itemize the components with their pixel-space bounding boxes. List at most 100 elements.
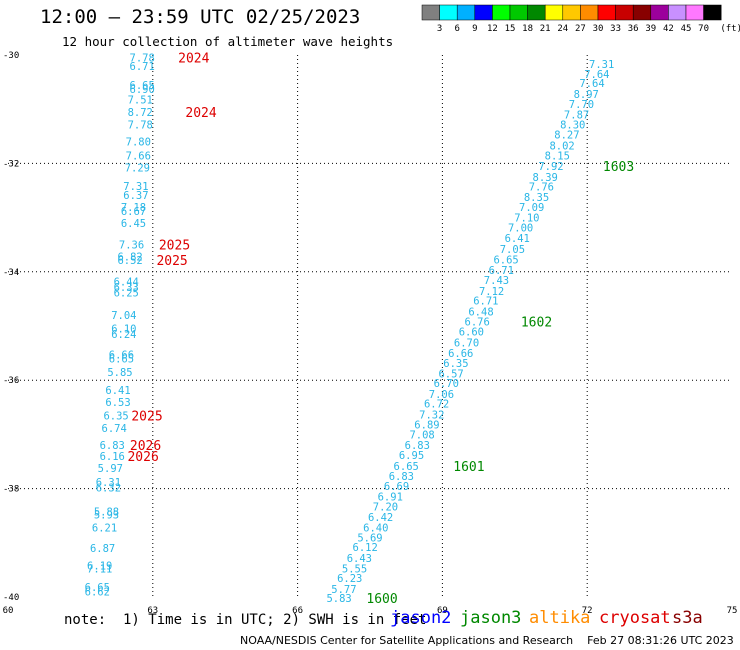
- time-annotation: 1603: [603, 160, 634, 175]
- data-point-label: 8.39: [533, 172, 558, 184]
- data-point-label: 7.76: [529, 182, 554, 194]
- data-point-label: 6.70: [434, 378, 459, 390]
- data-point-label: 5.85: [107, 367, 132, 379]
- y-tick-label: -32: [3, 159, 19, 169]
- data-point-label: 6.74: [102, 423, 127, 435]
- data-point-label: 6.12: [353, 542, 378, 554]
- data-point-label: 5.77: [331, 584, 356, 596]
- x-tick-label: 75: [727, 606, 738, 616]
- data-point-label: 6.87: [90, 543, 115, 555]
- data-point-label: 7.10: [514, 213, 539, 225]
- data-point-label: 8.72: [128, 107, 153, 119]
- data-point-label: 7.11: [87, 563, 112, 575]
- colorbar-tick-label: 9: [472, 24, 477, 34]
- data-point-label: 6.41: [105, 385, 130, 397]
- data-point-label: 6.76: [465, 317, 490, 329]
- data-point-label: 6.44: [114, 277, 139, 289]
- colorbar-tick-label: 24: [557, 24, 568, 34]
- colorbar-swatch: [544, 4, 564, 21]
- colorbar-tick-label: 21: [540, 24, 551, 34]
- data-point-label: 6.48: [468, 306, 493, 318]
- time-annotation: 2025: [156, 254, 187, 269]
- colorbar-tick-label: 42: [663, 24, 674, 34]
- data-point-label: 6.23: [337, 573, 362, 585]
- data-point-label: 7.29: [125, 163, 150, 175]
- data-point-label: 7.12: [479, 286, 504, 298]
- data-point-label: 7.80: [126, 137, 151, 149]
- time-annotation: 2026: [130, 439, 161, 454]
- y-tick-label: -38: [3, 485, 19, 495]
- data-point-label: 7.43: [484, 275, 509, 287]
- time-annotation: 2024: [185, 106, 216, 121]
- data-point-label: 7.31: [123, 181, 148, 193]
- data-point-label: 6.70: [454, 337, 479, 349]
- data-point-label: 6.90: [130, 84, 155, 96]
- y-tick-label: -40: [3, 593, 19, 603]
- data-point-label: 6.71: [130, 61, 155, 73]
- data-point-label: 6.82: [117, 252, 142, 264]
- data-point-label: 7.31: [589, 59, 614, 71]
- colorbar-tick-label: 70: [698, 24, 709, 34]
- colorbar-tick-label: 6: [454, 24, 459, 34]
- time-annotation: 2025: [159, 239, 190, 254]
- data-point-label: 7.18: [121, 202, 146, 214]
- credit-line: NOAA/NESDIS Center for Satellite Applica…: [240, 634, 734, 647]
- data-point-label: 5.69: [357, 532, 382, 544]
- data-point-label: 6.71: [473, 296, 498, 308]
- x-tick-label: 66: [292, 606, 303, 616]
- colorbar-swatch: [509, 4, 528, 21]
- colorbar-unit-label: (ft): [720, 24, 740, 34]
- satellite-altika-label: altika: [529, 608, 591, 628]
- colorbar-swatch: [703, 4, 722, 21]
- data-point-label: 6.65: [109, 354, 134, 366]
- x-tick-label: 63: [147, 606, 158, 616]
- data-point-label: 6.91: [378, 492, 403, 504]
- data-point-label: 7.51: [128, 94, 153, 106]
- page-subtitle: 12 hour collection of altimeter wave hei…: [62, 34, 394, 49]
- colorbar-tick-label: 27: [575, 24, 586, 34]
- data-point-label: 6.72: [424, 399, 449, 411]
- time-annotation: 1600: [366, 592, 397, 607]
- data-point-label: 6.25: [114, 287, 139, 299]
- colorbar-swatch: [421, 4, 440, 21]
- data-point-label: 6.45: [121, 218, 146, 230]
- colorbar-tick-label: 15: [505, 24, 516, 34]
- colorbar-swatch: [562, 4, 581, 21]
- data-point-label: 7.09: [519, 202, 544, 214]
- data-point-label: 6.41: [505, 233, 530, 245]
- data-point-label: 5.88: [94, 506, 119, 518]
- data-point-label: 6.43: [347, 553, 372, 565]
- data-point-label: 7.78: [128, 119, 153, 131]
- data-point-label: 6.71: [489, 265, 514, 277]
- data-point-label: 6.32: [96, 483, 121, 495]
- data-point-label: 6.35: [443, 358, 468, 370]
- data-point-label: 6.65: [85, 582, 110, 594]
- data-point-label: 6.69: [384, 481, 409, 493]
- colorbar-tick-label: 30: [593, 24, 604, 34]
- y-tick-label: -36: [3, 376, 19, 386]
- data-point-label: 6.10: [111, 324, 136, 336]
- data-point-label: 7.05: [500, 244, 525, 256]
- data-point-label: 5.97: [98, 463, 123, 475]
- x-tick-label: 69: [437, 606, 448, 616]
- data-point-label: 8.35: [524, 192, 549, 204]
- colorbar-swatch: [632, 4, 652, 21]
- data-point-label: 6.35: [103, 410, 128, 422]
- data-point-label: 5.83: [326, 593, 351, 605]
- data-point-label: 6.24: [111, 329, 136, 341]
- data-point-label: 6.83: [405, 440, 430, 452]
- data-point-label: 5.55: [342, 563, 367, 575]
- colorbar-tick-label: 18: [522, 24, 533, 34]
- data-point-label: 6.66: [448, 348, 473, 360]
- colorbar-swatch: [456, 4, 476, 21]
- page-title: 12:00 – 23:59 UTC 02/25/2023: [40, 6, 361, 28]
- data-point-label: 7.20: [373, 501, 398, 513]
- data-point-label: 7.92: [538, 161, 563, 173]
- data-point-label: 7.64: [584, 69, 609, 81]
- colorbar-swatch: [527, 4, 546, 21]
- data-point-label: 6.33: [114, 282, 139, 294]
- data-point-label: 6.95: [399, 450, 424, 462]
- data-point-label: 5.93: [94, 510, 119, 522]
- data-point-label: 7.70: [569, 99, 594, 111]
- time-annotation: 2026: [127, 450, 158, 465]
